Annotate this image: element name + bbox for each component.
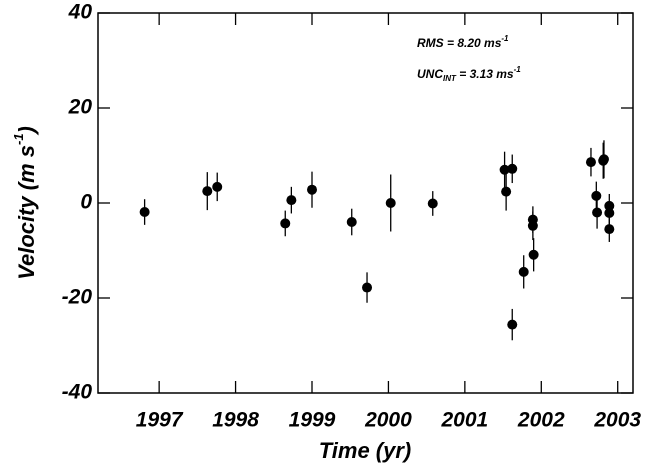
x-axis-label: Time (yr)	[319, 438, 412, 463]
y-tick-label: 20	[68, 96, 93, 119]
point	[604, 207, 615, 218]
point	[280, 218, 291, 229]
point	[585, 157, 596, 168]
point	[518, 266, 529, 277]
x-tick-label: 1998	[212, 409, 259, 432]
point	[592, 207, 603, 218]
x-tick-label: 1999	[289, 409, 336, 432]
point	[499, 164, 510, 175]
y-tick-label: 0	[80, 191, 92, 214]
point	[307, 184, 317, 195]
y-tick-label: 40	[68, 1, 93, 24]
annotation-sup: -1	[514, 65, 522, 74]
point	[507, 163, 518, 174]
x-tick-label: 2000	[364, 409, 412, 432]
point	[527, 220, 538, 231]
x-tick-label: 2001	[440, 409, 488, 432]
point	[604, 224, 615, 235]
point	[591, 190, 602, 201]
y-axis-label: Velocity (m s-1)	[11, 126, 38, 280]
point	[427, 198, 438, 209]
point	[501, 186, 512, 197]
point	[362, 282, 373, 293]
y-tick-label: -40	[62, 381, 93, 404]
point	[507, 319, 518, 330]
annotation-text: UNC	[417, 67, 443, 81]
plot-frame	[97, 12, 634, 394]
y-label-sup: -1	[11, 133, 26, 145]
x-tick-label: 2003	[593, 409, 641, 432]
x-tick-label: 1997	[136, 409, 184, 432]
annotation: UNCINT = 3.13 ms-1	[417, 65, 521, 83]
x-tick-label: 2002	[517, 409, 565, 432]
point	[286, 195, 297, 206]
point	[385, 198, 396, 208]
point	[346, 217, 357, 227]
annotation-text: = 3.13 ms	[456, 67, 514, 81]
annotation-sub: INT	[443, 74, 457, 83]
annotation-sup: -1	[501, 34, 509, 43]
point	[212, 181, 223, 192]
point	[598, 154, 609, 165]
point	[202, 186, 213, 197]
point	[139, 207, 150, 218]
y-tick-label: -20	[62, 286, 93, 309]
annotation-text: RMS = 8.20 ms	[417, 36, 502, 50]
y-label-text: Velocity (m s	[14, 145, 39, 280]
point	[528, 249, 539, 260]
annotation: RMS = 8.20 ms-1	[417, 34, 509, 50]
y-label-close: )	[14, 126, 39, 135]
